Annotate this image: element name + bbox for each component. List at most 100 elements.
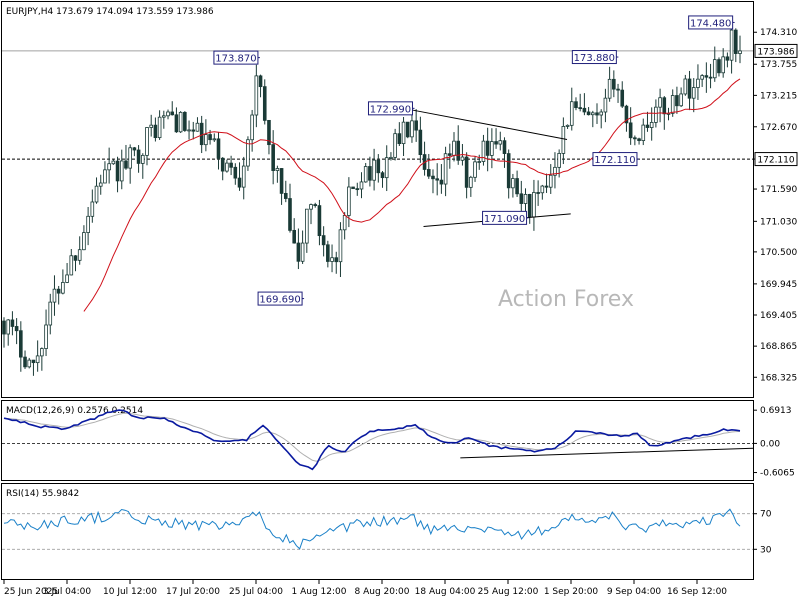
candle: [10, 311, 15, 336]
candle: [115, 156, 120, 193]
candle: [431, 169, 435, 194]
candle: [464, 152, 469, 199]
candle: [90, 189, 95, 223]
candle-body: [620, 89, 625, 107]
candle: [603, 88, 608, 123]
rsi-tick-label: 70: [760, 510, 772, 520]
chart-header: EURJPY,H4 173.679 174.094 173.559 173.98…: [6, 7, 214, 17]
candle-body: [708, 76, 713, 79]
candle-body: [195, 122, 200, 132]
rsi-lines: [2, 508, 753, 550]
candle-body: [574, 101, 578, 109]
candle-body: [469, 176, 473, 188]
candle: [338, 222, 343, 277]
candle-body: [90, 201, 95, 217]
candle-body: [527, 193, 532, 218]
candle: [645, 111, 650, 132]
candle-body: [658, 97, 662, 108]
candle-body: [300, 242, 305, 262]
candle-body: [237, 177, 242, 188]
time-tick-label: 1 Sep 20:00: [544, 587, 599, 597]
price-tick-label: 171.590: [760, 185, 797, 195]
candle-body: [334, 257, 339, 263]
candle-body: [536, 192, 540, 194]
candle: [229, 155, 233, 176]
candle-body: [14, 326, 19, 332]
candle-body: [649, 122, 654, 128]
time-tick-label: 10 Jul 12:00: [103, 587, 157, 597]
candle-body: [561, 126, 566, 154]
candle-body: [410, 120, 414, 138]
candle-body: [178, 111, 183, 133]
rsi-line: [3, 508, 741, 550]
candle: [523, 188, 528, 216]
candle: [305, 208, 309, 253]
candle-body: [506, 153, 511, 189]
candle: [35, 340, 40, 372]
candle: [6, 319, 11, 346]
candle: [267, 119, 271, 155]
candle-body: [149, 124, 154, 128]
candle: [111, 159, 116, 165]
candle: [519, 180, 524, 216]
candle-body: [351, 186, 355, 190]
candle: [48, 293, 53, 335]
time-tick-label: 25 Aug 12:00: [478, 587, 539, 597]
annotation-label: 173.870: [215, 54, 256, 65]
annotation-label: 173.880: [574, 53, 615, 64]
candle: [712, 46, 717, 82]
candle: [536, 180, 540, 206]
time-tick-label: 16 Sep 12:00: [667, 587, 727, 597]
candle: [313, 202, 318, 208]
candle: [553, 152, 557, 189]
candle: [548, 164, 553, 194]
candle-body: [250, 114, 254, 141]
candle-body: [565, 124, 570, 127]
candle: [414, 109, 418, 142]
candle-body: [548, 174, 553, 188]
candle: [624, 104, 629, 132]
candle: [397, 122, 402, 147]
time-tick-label: 3 Jul 04:00: [43, 587, 92, 597]
candle-body: [111, 160, 116, 165]
candle: [628, 107, 633, 145]
price-tick-label: 170.500: [760, 248, 797, 258]
candle: [31, 359, 36, 376]
candle: [376, 154, 381, 183]
candle: [124, 144, 128, 170]
macd-tick-label: -0.6065: [760, 469, 795, 479]
candle: [220, 157, 225, 181]
candle: [136, 145, 141, 173]
candle: [637, 137, 641, 145]
candle: [153, 117, 158, 142]
candle-body: [65, 274, 69, 283]
candle-body: [464, 156, 469, 188]
annotation-label: 171.090: [484, 214, 525, 225]
macd-trendline: [460, 447, 754, 459]
candle: [140, 153, 145, 179]
candle-body: [279, 168, 284, 194]
candle: [506, 149, 511, 199]
candle: [40, 347, 44, 371]
candle-body: [44, 324, 48, 349]
candle-body: [69, 255, 74, 276]
candle-body: [23, 356, 27, 368]
time-tick-label: 18 Aug 04:00: [415, 587, 476, 597]
candle-body: [675, 95, 679, 107]
candle-body: [612, 78, 616, 90]
candle-body: [389, 156, 393, 159]
candle-body: [241, 165, 246, 188]
candle: [246, 136, 250, 171]
rsi-axis: 70 30: [753, 510, 772, 555]
candle-body: [485, 140, 490, 156]
candle: [166, 109, 170, 120]
candle-body: [494, 141, 498, 145]
price-tag-label: 172.110: [757, 156, 794, 166]
candle: [149, 114, 154, 137]
candle: [309, 203, 313, 225]
candle-body: [153, 124, 158, 139]
time-tick-label: 25 Jul 04:00: [229, 587, 283, 597]
price-tick-label: 169.405: [760, 311, 797, 321]
